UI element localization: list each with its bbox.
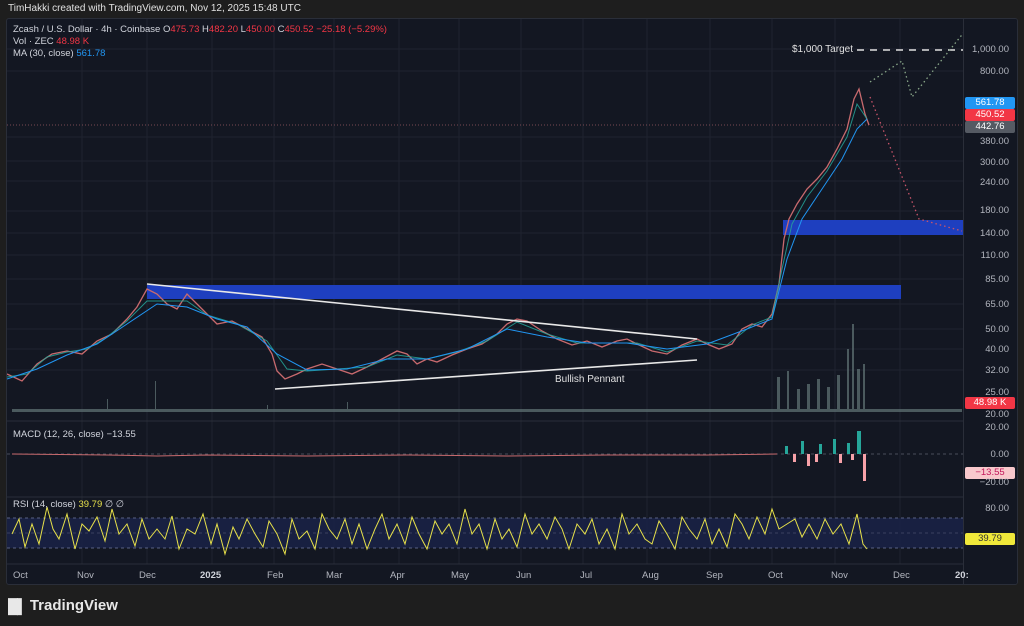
symbol-name: Zcash / U.S. Dollar · 4h · Coinbase xyxy=(13,24,161,35)
resistance-zone xyxy=(147,285,901,299)
brand-name: TradingView xyxy=(29,597,118,614)
rsi-value: 39.79 xyxy=(78,499,103,510)
chart-frame[interactable]: USD Zcash / U.S. Dollar · 4h · Coinbase … xyxy=(6,18,1018,585)
high-value: 482.20 xyxy=(208,24,238,35)
ma-value: 561.78 xyxy=(76,48,106,59)
rsi-legend[interactable]: RSI (14, close) 39.79 ∅ ∅ xyxy=(13,499,125,510)
open-value: 475.73 xyxy=(170,24,200,35)
tv-logo-icon: █▌ xyxy=(8,597,27,614)
price-axis[interactable]: 1,000.00 800.00 561.78 450.52 442.76 380… xyxy=(963,19,1017,584)
attribution-text: TimHakki created with TradingView.com, N… xyxy=(8,3,301,14)
support-zone xyxy=(783,220,963,235)
macd-tag: −13.55 xyxy=(965,467,1015,479)
close-value: 450.52 xyxy=(284,24,314,35)
symbol-legend: Zcash / U.S. Dollar · 4h · Coinbase O475… xyxy=(13,24,387,35)
volume-legend[interactable]: Vol · ZEC 48.98 K xyxy=(13,36,90,47)
pattern-label[interactable]: Bullish Pennant xyxy=(555,374,625,385)
prev-price-tag: 442.76 xyxy=(965,121,1015,133)
tradingview-logo[interactable]: █▌ TradingView xyxy=(8,597,118,614)
change-value: −25.18 (−5.29%) xyxy=(316,24,387,35)
low-value: 450.00 xyxy=(245,24,275,35)
macd-legend[interactable]: MACD (12, 26, close) −13.55 xyxy=(13,429,136,440)
ma-legend[interactable]: MA (30, close) 561.78 xyxy=(13,48,106,59)
close-price-tag: 450.52 xyxy=(965,109,1015,121)
rsi-tag: 39.79 xyxy=(965,533,1015,545)
macd-axis-top: 20.00 xyxy=(985,422,1009,433)
volume-tag: 48.98 K xyxy=(965,397,1015,409)
target-label[interactable]: $1,000 Target xyxy=(792,44,853,55)
attribution-bar: TimHakki created with TradingView.com, N… xyxy=(0,0,1024,17)
macd-value: −13.55 xyxy=(106,429,136,440)
volume-value: 48.98 K xyxy=(56,36,90,47)
chart-canvas[interactable] xyxy=(7,19,1018,585)
ma-price-tag: 561.78 xyxy=(965,97,1015,109)
